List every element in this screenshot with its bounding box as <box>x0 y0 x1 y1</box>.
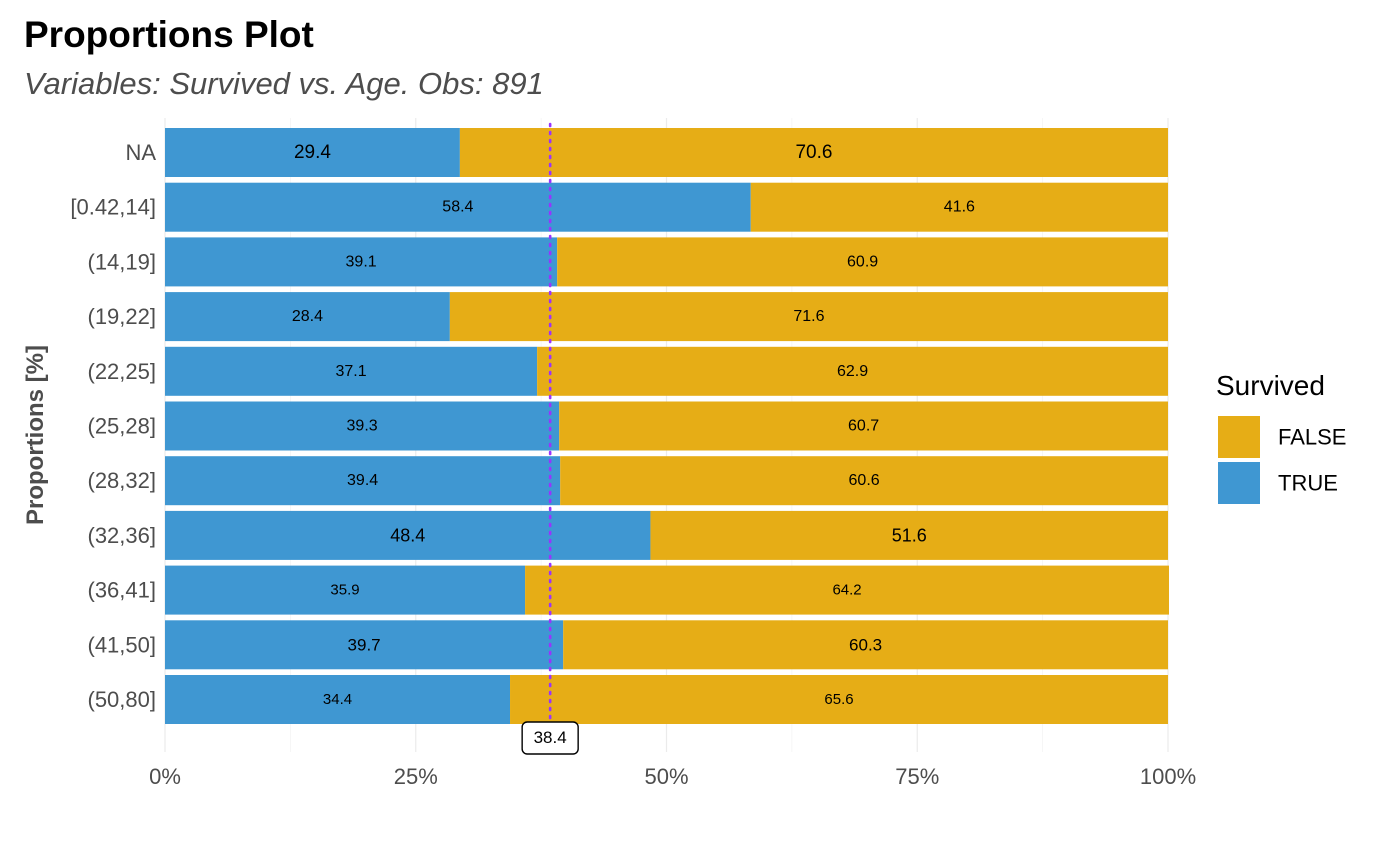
bar-false <box>449 292 1168 342</box>
bar-true <box>165 565 526 615</box>
y-tick-label: (22,25] <box>88 359 157 384</box>
bar-label-true: 37.1 <box>335 363 366 380</box>
bar-label-true: 39.4 <box>347 472 378 489</box>
bar-label-false: 65.6 <box>824 691 853 708</box>
bar-false <box>650 510 1168 560</box>
x-tick-label: 75% <box>895 764 939 789</box>
legend-label-true: TRUE <box>1278 471 1338 496</box>
reference-label: 38.4 <box>534 728 567 747</box>
bar-true <box>165 128 460 177</box>
bar-label-true: 39.1 <box>346 253 377 270</box>
bar-label-false: 62.9 <box>837 363 868 380</box>
bar-label-false: 60.9 <box>847 253 878 270</box>
axes: NA [0.42,14] (14,19] (19,22] (22,25] (25,28] (… <box>22 140 1196 789</box>
bar-false <box>559 401 1168 451</box>
bar-false <box>563 620 1168 670</box>
bars: 29.4 70.6 58.4 41.6 39.1 60.9 28.4 71.6 37.1 62.9… <box>165 128 1170 724</box>
bar-label-false: 64.2 <box>832 582 861 599</box>
bar-label-false: 70.6 <box>795 142 832 163</box>
bar-true <box>165 675 511 724</box>
legend-swatch-false <box>1218 416 1260 458</box>
bar-label-true: 39.3 <box>347 418 378 435</box>
bar-label-true: 48.4 <box>390 525 425 545</box>
x-tick-label: 25% <box>394 764 438 789</box>
y-tick-label: (41,50] <box>88 632 157 657</box>
bar-label-false: 71.6 <box>793 308 824 325</box>
y-tick-label: [0.42,14] <box>70 195 156 220</box>
legend: Survived FALSE TRUE <box>1216 370 1346 504</box>
reference-line-group: 38.4 <box>521 122 579 755</box>
x-tick-label: 0% <box>149 764 181 789</box>
legend-title: Survived <box>1216 370 1325 401</box>
bar-label-true: 39.7 <box>348 635 381 654</box>
bar-false <box>459 128 1169 177</box>
y-tick-label: (25,28] <box>88 414 157 439</box>
legend-swatch-true <box>1218 462 1260 504</box>
bar-true <box>165 401 560 451</box>
y-tick-label: (28,32] <box>88 468 157 493</box>
bar-label-true: 28.4 <box>292 308 323 325</box>
y-tick-label: NA <box>125 140 156 165</box>
bar-label-true: 29.4 <box>294 142 331 163</box>
bar-true <box>165 237 558 287</box>
bar-false <box>750 182 1168 232</box>
bar-true <box>165 182 751 232</box>
bar-false <box>560 456 1168 506</box>
bar-label-false: 41.6 <box>944 199 975 216</box>
y-tick-label: (50,80] <box>88 687 157 712</box>
bar-label-false: 60.7 <box>848 418 879 435</box>
x-tick-label: 100% <box>1140 764 1196 789</box>
bar-true <box>165 456 561 506</box>
bar-false <box>557 237 1168 287</box>
bar-label-false: 60.6 <box>849 472 880 489</box>
y-tick-label: (19,22] <box>88 304 157 329</box>
chart-subtitle: Variables: Survived vs. Age. Obs: 891 <box>24 66 544 101</box>
y-tick-label: (14,19] <box>88 249 157 274</box>
chart-title: Proportions Plot <box>24 14 314 55</box>
bar-label-true: 34.4 <box>323 691 352 708</box>
x-tick-label: 50% <box>644 764 688 789</box>
y-tick-label: (32,36] <box>88 523 157 548</box>
bar-label-true: 58.4 <box>442 199 473 216</box>
bar-label-false: 60.3 <box>849 635 882 654</box>
bar-false <box>510 675 1169 724</box>
y-axis-title: Proportions [%] <box>22 345 49 525</box>
reference-label-box <box>521 721 579 755</box>
bar-label-false: 51.6 <box>892 525 927 545</box>
y-tick-label: (36,41] <box>88 578 157 603</box>
legend-label-false: FALSE <box>1278 425 1346 450</box>
bar-true <box>165 346 538 396</box>
bar-false <box>525 565 1170 615</box>
bar-true <box>165 292 450 342</box>
bar-false <box>537 346 1168 396</box>
bar-true <box>165 510 651 560</box>
bar-true <box>165 620 564 670</box>
bar-label-true: 35.9 <box>330 582 359 599</box>
